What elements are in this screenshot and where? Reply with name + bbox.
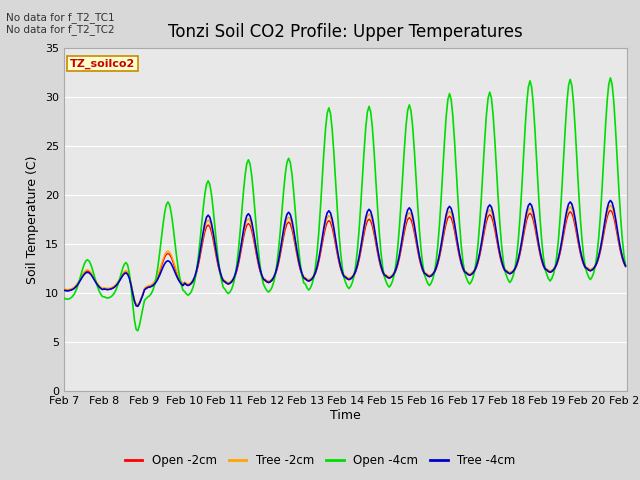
Text: No data for f_T2_TC1: No data for f_T2_TC1: [6, 12, 115, 23]
X-axis label: Time: Time: [330, 409, 361, 422]
Legend: Open -2cm, Tree -2cm, Open -4cm, Tree -4cm: Open -2cm, Tree -2cm, Open -4cm, Tree -4…: [120, 449, 520, 472]
Text: TZ_soilco2: TZ_soilco2: [70, 58, 135, 69]
Y-axis label: Soil Temperature (C): Soil Temperature (C): [26, 156, 40, 284]
Title: Tonzi Soil CO2 Profile: Upper Temperatures: Tonzi Soil CO2 Profile: Upper Temperatur…: [168, 23, 523, 41]
Text: No data for f_T2_TC2: No data for f_T2_TC2: [6, 24, 115, 35]
